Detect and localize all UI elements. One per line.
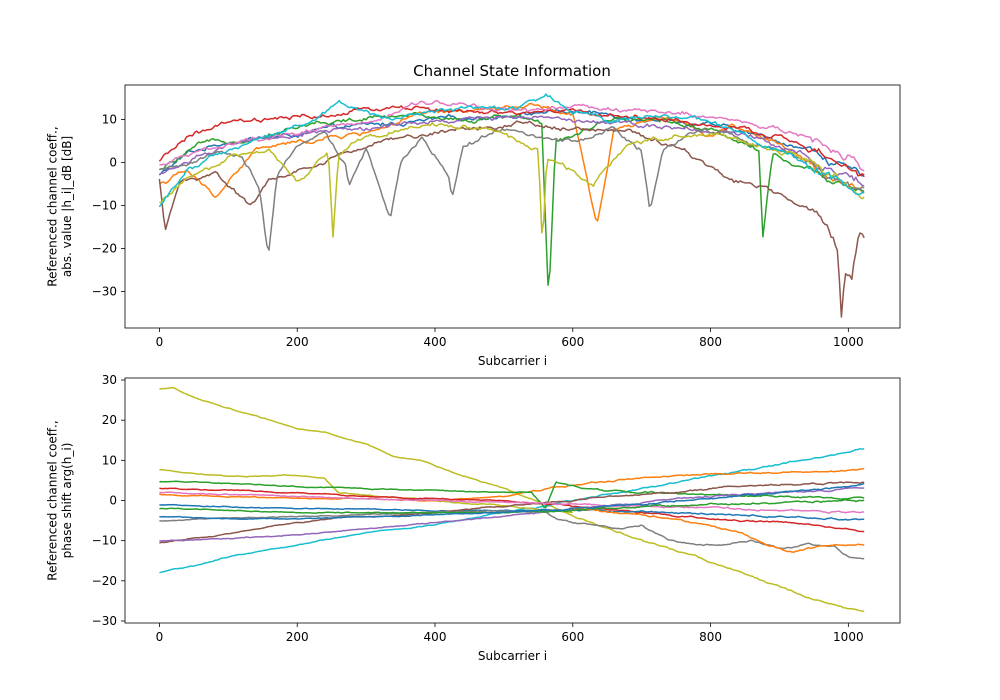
y-axis-label-line-1: Referenced channel coeff.,	[45, 420, 59, 580]
x-tick-label: 800	[699, 630, 722, 644]
y-tick-label: −10	[92, 198, 117, 212]
y-tick-label: −20	[92, 574, 117, 588]
series-line-7	[159, 99, 865, 172]
series-line-4	[159, 467, 865, 502]
abs-value-panel: 0 200 400 600 800 1000 −30 −20 −10 0 10 Subcarrier …	[45, 84, 901, 368]
x-tick-label: 0	[156, 630, 164, 644]
series-line-14	[159, 482, 865, 520]
x-tick-label: 600	[561, 630, 584, 644]
series-line-8	[159, 125, 865, 251]
series-group	[158, 93, 865, 318]
series-group	[159, 386, 865, 613]
y-axis-label-line-1: Referenced channel coeff.,	[45, 126, 59, 286]
series-line-6	[159, 487, 865, 533]
y-tick-label: 10	[102, 453, 117, 467]
series-line-2	[159, 102, 865, 222]
x-tick-label: 200	[286, 335, 309, 349]
y-axis-label-line-2: abs. value |h_i|_dB [dB]	[60, 136, 74, 277]
x-tick-label: 400	[424, 630, 447, 644]
y-tick-label: −20	[92, 241, 117, 255]
x-axis-label: Subcarrier i	[478, 354, 547, 368]
y-tick-label: 0	[109, 155, 117, 169]
x-axis-label: Subcarrier i	[478, 649, 547, 663]
y-tick-label: 30	[102, 373, 117, 387]
series-line-8	[159, 481, 865, 544]
y-tick-label: −30	[92, 614, 117, 628]
y-axis-label-line-2: phase shift arg(h_i)	[60, 443, 74, 559]
x-tick-label: 1000	[833, 630, 864, 644]
x-tick-label: 600	[561, 335, 584, 349]
y-axis-label: Referenced channel coeff.,abs. value |h_…	[45, 126, 73, 286]
x-tick-label: 1000	[833, 335, 864, 349]
axes-frame	[124, 84, 901, 329]
series-line-1	[159, 386, 865, 613]
series-line-12	[572, 507, 865, 553]
y-tick-label: −30	[92, 284, 117, 298]
phase-shift-panel: 0 200 400 600 800 1000 −30 −20 −10 0 10 20 30 Subcarr…	[45, 373, 901, 663]
y-tick-label: 10	[102, 112, 117, 126]
chart-title: Channel State Information	[413, 62, 611, 80]
series-line-10	[159, 491, 865, 514]
x-tick-label: 400	[424, 335, 447, 349]
x-tick-label: 200	[286, 630, 309, 644]
series-line-9	[159, 122, 865, 238]
y-axis-label: Referenced channel coeff.,phase shift ar…	[45, 420, 73, 580]
x-tick-label: 800	[699, 335, 722, 349]
series-line-4	[158, 105, 865, 178]
x-tick-label: 0	[156, 335, 164, 349]
y-tick-label: −10	[92, 534, 117, 548]
series-line-5	[159, 480, 865, 508]
y-tick-label: 20	[102, 413, 117, 427]
series-line-10	[158, 93, 865, 208]
series-line-3	[159, 468, 573, 514]
y-tick-label: 0	[109, 494, 117, 508]
